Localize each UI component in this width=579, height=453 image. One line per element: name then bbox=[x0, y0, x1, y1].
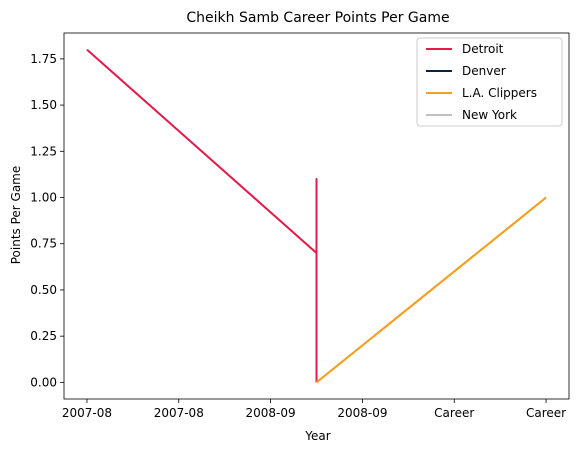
y-tick-label: 1.00 bbox=[30, 191, 57, 205]
x-tick-label: 2007-08 bbox=[154, 406, 204, 420]
legend-label-denver: Denver bbox=[462, 64, 506, 78]
x-tick-label: 2007-08 bbox=[62, 406, 112, 420]
plot-area bbox=[63, 32, 570, 400]
x-tick-label: Career bbox=[434, 406, 474, 420]
x-tick-label: Career bbox=[526, 406, 566, 420]
y-tick-label: 0.00 bbox=[30, 375, 57, 389]
y-tick-label: 0.75 bbox=[30, 237, 57, 251]
chart-title: Cheikh Samb Career Points Per Game bbox=[186, 10, 449, 26]
series-lines bbox=[86, 48, 547, 384]
legend-label-l-a-clippers: L.A. Clippers bbox=[462, 86, 537, 100]
x-axis: 2007-08 2007-08 2008-09 2008-09 Career Career bbox=[62, 399, 566, 420]
x-tick-label: 2008-09 bbox=[246, 406, 296, 420]
y-axis-label: Points Per Game bbox=[9, 166, 23, 265]
x-axis-label: Year bbox=[304, 429, 330, 443]
y-tick-label: 1.25 bbox=[30, 144, 57, 158]
series-line-la-clippers-top bbox=[315, 196, 547, 384]
legend-label-new-york: New York bbox=[462, 108, 517, 122]
y-tick-label: 0.25 bbox=[30, 329, 57, 343]
x-tick-label: 2008-09 bbox=[337, 406, 387, 420]
y-tick-label: 0.50 bbox=[30, 283, 57, 297]
y-tick-label: 1.75 bbox=[30, 52, 57, 66]
legend: Detroit Denver L.A. Clippers New York bbox=[416, 37, 563, 127]
series-line-detroit bbox=[86, 48, 318, 254]
legend-box bbox=[416, 37, 563, 127]
y-axis: 0.00 0.25 0.50 0.75 1.00 1.25 1.50 1.75 bbox=[30, 52, 64, 389]
legend-label-detroit: Detroit bbox=[462, 42, 504, 56]
y-tick-label: 1.50 bbox=[30, 98, 57, 112]
